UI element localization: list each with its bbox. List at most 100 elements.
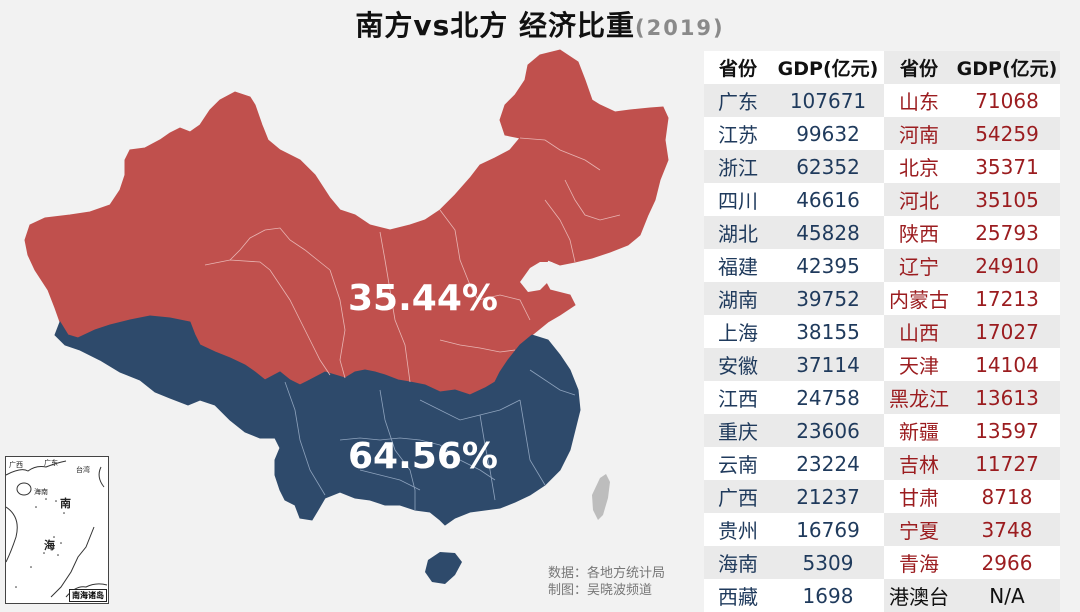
south-province-name: 安徽 [704,348,772,381]
north-province-name: 黑龙江 [884,381,954,414]
header-gdp-south: GDP(亿元) [772,51,884,84]
inset-coastline [6,460,108,598]
north-province-name: 河南 [884,117,954,150]
table-row: 西藏 1698 港澳台 N/A [704,579,1060,612]
table-row: 安徽 37114 天津 14104 [704,348,1060,381]
north-province-gdp: 71068 [954,84,1060,117]
title-year: (2019) [635,16,725,40]
north-province-name: 青海 [884,546,954,579]
south-province-name: 重庆 [704,414,772,447]
south-china-sea-inset: 广西 广东 台湾 海南 南 海 南海诸岛 [5,456,109,604]
south-region [54,315,581,526]
north-province-name: 辽宁 [884,249,954,282]
south-province-gdp: 23606 [772,414,884,447]
south-province-gdp: 1698 [772,579,884,612]
table-row: 上海 38155 山西 17027 [704,315,1060,348]
north-province-name: 天津 [884,348,954,381]
bohai-sea [520,262,558,292]
south-province-gdp: 38155 [772,315,884,348]
china-map [24,49,669,584]
south-province-name: 江西 [704,381,772,414]
header-gdp-north: GDP(亿元) [954,51,1060,84]
south-province-name: 上海 [704,315,772,348]
north-province-gdp: 8718 [954,480,1060,513]
table-row: 广东 107671 山东 71068 [704,84,1060,117]
north-province-gdp: 13613 [954,381,1060,414]
page-title: 南方vs北方 经济比重(2019) [0,4,1080,44]
south-province-name: 江苏 [704,117,772,150]
header-province-south: 省份 [704,51,772,84]
table-row: 浙江 62352 北京 35371 [704,150,1060,183]
table-body: 广东 107671 山东 71068 江苏 99632 河南 54259 浙江 62352 北京 35… [704,84,1060,612]
north-province-name: 吉林 [884,447,954,480]
inset-label-guangxi: 广西 [9,461,23,469]
south-province-gdp: 21237 [772,480,884,513]
south-province-name: 广东 [704,84,772,117]
north-province-gdp: 17213 [954,282,1060,315]
north-province-gdp: N/A [954,579,1060,612]
north-province-name: 内蒙古 [884,282,954,315]
table-row: 江西 24758 黑龙江 13613 [704,381,1060,414]
table-row: 贵州 16769 宁夏 3748 [704,513,1060,546]
hainan-island [425,552,462,584]
north-province-gdp: 14104 [954,348,1060,381]
south-province-name: 贵州 [704,513,772,546]
north-province-name: 河北 [884,183,954,216]
taiwan-island [592,474,610,520]
south-province-name: 西藏 [704,579,772,612]
south-province-name: 海南 [704,546,772,579]
south-province-gdp: 99632 [772,117,884,150]
north-province-name: 港澳台 [884,579,954,612]
table-row: 四川 46616 河北 35105 [704,183,1060,216]
north-province-name: 甘肃 [884,480,954,513]
north-province-name: 宁夏 [884,513,954,546]
north-province-name: 北京 [884,150,954,183]
north-province-gdp: 13597 [954,414,1060,447]
south-province-name: 湖南 [704,282,772,315]
south-province-gdp: 46616 [772,183,884,216]
south-province-name: 湖北 [704,216,772,249]
south-province-gdp: 23224 [772,447,884,480]
north-province-name: 新疆 [884,414,954,447]
gdp-table: 省份 GDP(亿元) 省份 GDP(亿元) 广东 107671 山东 71068 江苏 9… [704,51,1060,612]
table-row: 湖南 39752 内蒙古 17213 [704,282,1060,315]
credit-author: 制图：吴晓波频道 [548,583,653,598]
inset-label-hai: 海 [44,539,55,552]
north-province-gdp: 24910 [954,249,1060,282]
south-province-gdp: 45828 [772,216,884,249]
table-header-row: 省份 GDP(亿元) 省份 GDP(亿元) [704,51,1060,84]
north-province-gdp: 3748 [954,513,1060,546]
credits: 数据：各地方统计局 制图：吴晓波频道 [548,565,665,599]
inset-label-hainan: 海南 [34,488,48,496]
north-province-gdp: 11727 [954,447,1060,480]
north-province-gdp: 17027 [954,315,1060,348]
table-row: 广西 21237 甘肃 8718 [704,480,1060,513]
credit-data-source: 数据：各地方统计局 [548,566,666,581]
south-province-gdp: 39752 [772,282,884,315]
table-row: 福建 42395 辽宁 24910 [704,249,1060,282]
south-province-gdp: 107671 [772,84,884,117]
inset-label-nan: 南 [60,497,71,510]
header-province-north: 省份 [884,51,954,84]
table-row: 海南 5309 青海 2966 [704,546,1060,579]
north-province-gdp: 2966 [954,546,1060,579]
south-province-gdp: 37114 [772,348,884,381]
south-province-gdp: 42395 [772,249,884,282]
north-province-gdp: 35105 [954,183,1060,216]
north-province-name: 陕西 [884,216,954,249]
inset-label-guangdong: 广东 [44,459,58,467]
table-row: 云南 23224 吉林 11727 [704,447,1060,480]
north-province-gdp: 25793 [954,216,1060,249]
south-province-borders [284,369,576,510]
inset-title: 南海诸岛 [69,589,107,602]
south-province-name: 福建 [704,249,772,282]
south-province-gdp: 24758 [772,381,884,414]
north-province-name: 山西 [884,315,954,348]
south-province-name: 四川 [704,183,772,216]
north-province-gdp: 54259 [954,117,1060,150]
north-share-label: 35.44% [348,278,498,319]
south-province-gdp: 16769 [772,513,884,546]
south-province-gdp: 5309 [772,546,884,579]
south-province-name: 浙江 [704,150,772,183]
title-main: 南方vs北方 经济比重 [355,9,635,42]
